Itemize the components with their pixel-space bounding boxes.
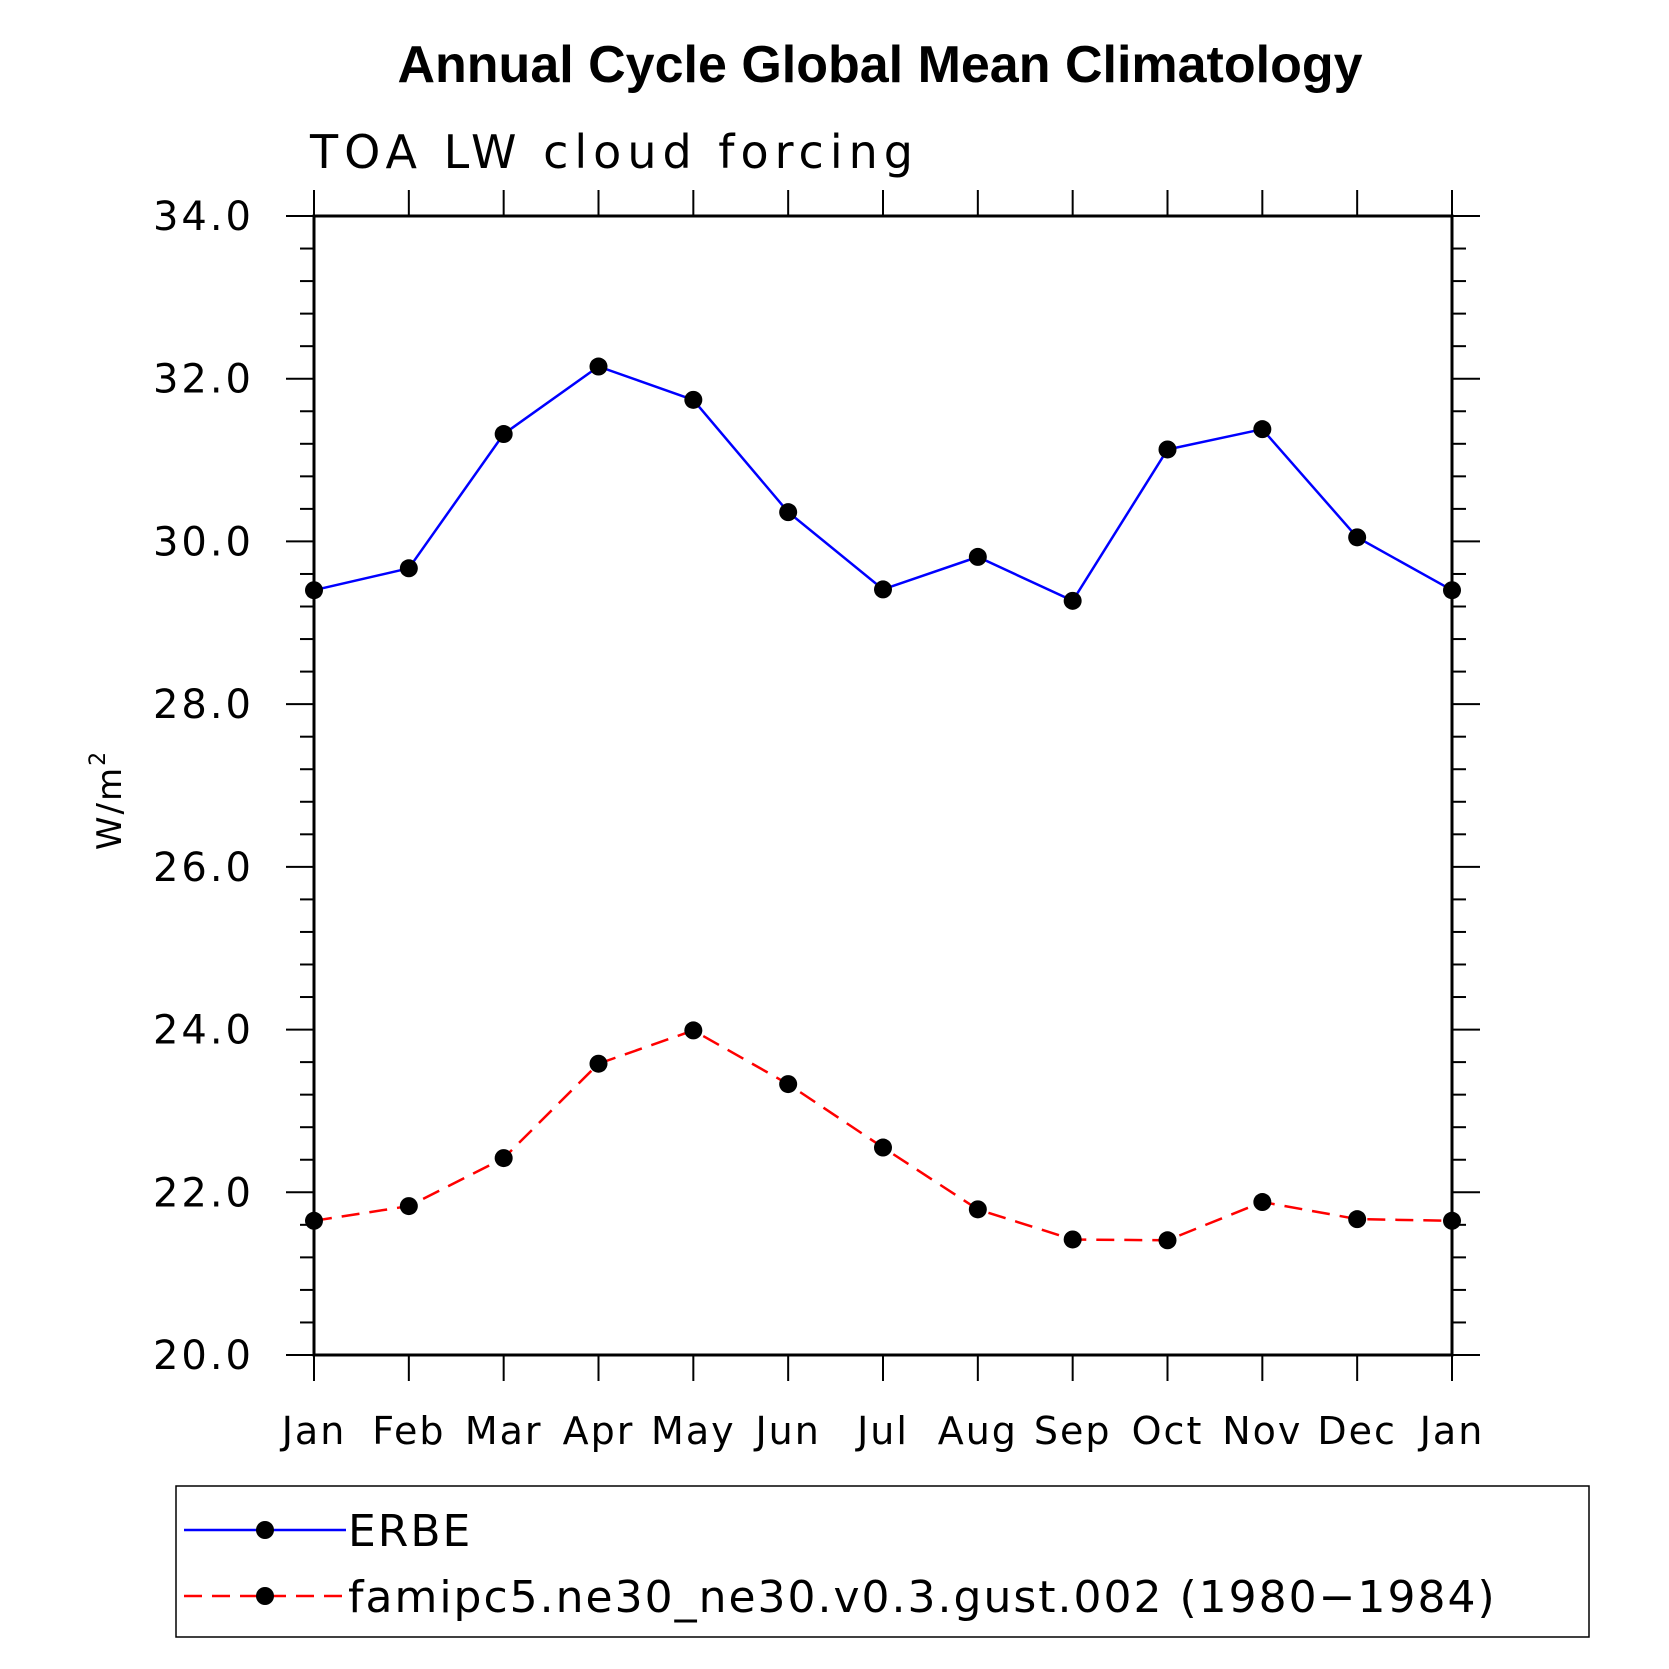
y-tick-label: 34.0 xyxy=(153,194,254,240)
x-tick-label: Jan xyxy=(280,1409,347,1453)
data-point-erbe xyxy=(589,357,608,376)
data-point-model xyxy=(1063,1230,1082,1249)
x-tick-label: Nov xyxy=(1222,1409,1302,1453)
plot-frame xyxy=(312,214,1454,1357)
y-tick-labels: 20.0 22.0 24.0 26.0 28.0 30.0 32.0 34.0 xyxy=(153,194,254,1379)
data-point-erbe xyxy=(874,580,892,599)
legend-model-label: famipc5.ne30_ne30.v0.3.gust.002 (1980−19… xyxy=(348,1572,1497,1623)
y-tick-label: 28.0 xyxy=(153,682,254,728)
data-point-erbe xyxy=(1348,528,1367,547)
legend: ERBE famipc5.ne30_ne30.v0.3.gust.002 (19… xyxy=(175,1485,1590,1638)
legend-erbe-marker xyxy=(256,1521,274,1539)
x-tick-label: Mar xyxy=(465,1409,543,1453)
x-tick-labels: Jan Feb Mar Apr May Jun Jul Aug Sep Oct Nov Dec Jan xyxy=(280,1409,1485,1453)
data-point-erbe xyxy=(399,559,418,578)
data-point-model xyxy=(494,1149,513,1168)
x-tick-label: Apr xyxy=(563,1409,635,1453)
data-point-erbe xyxy=(1253,420,1272,439)
legend-model-marker xyxy=(256,1587,274,1605)
x-tick-label: Sep xyxy=(1034,1409,1112,1453)
data-point-erbe xyxy=(1158,440,1177,459)
data-point-model xyxy=(1348,1210,1367,1229)
x-tick-label: Aug xyxy=(938,1409,1018,1453)
data-point-erbe xyxy=(1063,591,1082,610)
x-tick-label: Dec xyxy=(1317,1409,1397,1453)
chart-subtitle: TOA LW cloud forcing xyxy=(309,125,919,179)
series-layer xyxy=(305,357,1461,1250)
data-point-model xyxy=(874,1138,892,1157)
series-line-model xyxy=(313,1029,1453,1242)
data-point-erbe xyxy=(494,425,513,444)
data-point-model xyxy=(589,1054,608,1073)
data-point-model xyxy=(968,1200,987,1219)
data-point-erbe xyxy=(779,503,798,522)
data-point-erbe xyxy=(968,547,987,566)
x-tick-label: Oct xyxy=(1132,1409,1204,1453)
data-point-model xyxy=(399,1197,418,1216)
data-point-model xyxy=(684,1021,703,1040)
legend-box xyxy=(175,1485,1590,1638)
y-tick-label: 26.0 xyxy=(153,845,254,891)
y-tick-label: 22.0 xyxy=(153,1170,254,1216)
y-tick-label: 32.0 xyxy=(153,357,254,403)
data-point-model xyxy=(1253,1193,1272,1212)
axis-ticks xyxy=(286,190,1480,1381)
x-tick-label: May xyxy=(651,1409,736,1453)
data-point-model xyxy=(1158,1231,1177,1250)
y-axis-label: W/m2 xyxy=(86,750,130,850)
y-tick-label: 24.0 xyxy=(153,1008,254,1054)
x-tick-label: Jun xyxy=(753,1409,820,1453)
x-tick-label: Jan xyxy=(1418,1409,1485,1453)
chart-title: Annual Cycle Global Mean Climatology xyxy=(397,36,1362,94)
x-tick-label: Feb xyxy=(372,1409,445,1453)
series-line-erbe xyxy=(313,365,1453,603)
x-tick-label: Jul xyxy=(855,1409,909,1453)
y-tick-label: 30.0 xyxy=(153,519,254,565)
y-tick-label: 20.0 xyxy=(153,1333,254,1379)
legend-erbe-label: ERBE xyxy=(348,1506,472,1557)
data-point-erbe xyxy=(684,390,703,409)
data-point-model xyxy=(779,1075,798,1094)
